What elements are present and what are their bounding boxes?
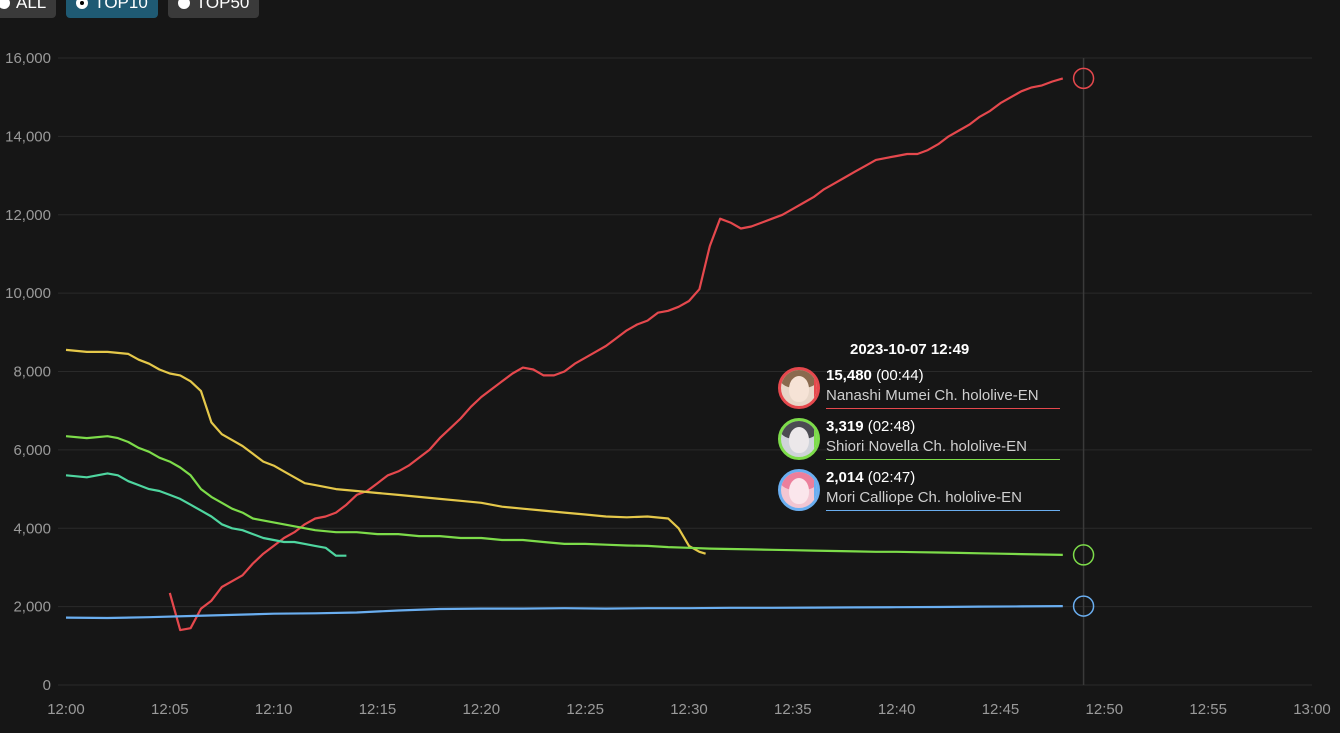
- hover-marker-2: [1072, 544, 1095, 566]
- filter-bar: ALL TOP10 TOP50: [0, 0, 260, 18]
- chart-tooltip: 2023-10-07 12:49 15,480 (00:44) Nanashi M…: [778, 338, 1060, 515]
- y-tick-label: 2,000: [13, 599, 51, 616]
- avatar: [778, 468, 820, 511]
- tooltip-value: 15,480 (00:44): [826, 366, 1060, 386]
- filter-top50-button[interactable]: TOP50: [167, 0, 260, 18]
- filter-label: TOP10: [94, 0, 148, 12]
- series-line-3: [65, 472, 347, 557]
- x-tick-label: 12:25: [566, 701, 604, 718]
- viewer-count: 2,014: [826, 469, 864, 486]
- x-tick-label: 12:20: [463, 701, 501, 718]
- filter-label: ALL: [16, 0, 47, 12]
- y-tick-label: 10,000: [5, 285, 51, 302]
- radio-icon: [177, 0, 190, 9]
- y-tick-label: 4,000: [13, 520, 51, 537]
- x-tick-label: 12:05: [151, 701, 189, 718]
- tooltip-text: 15,480 (00:44) Nanashi Mumei Ch. hololive…: [826, 366, 1060, 409]
- x-tick-label: 12:45: [982, 701, 1020, 718]
- x-tick-label: 12:55: [1189, 701, 1227, 718]
- avatar-face: [789, 375, 809, 402]
- tooltip-row: 15,480 (00:44) Nanashi Mumei Ch. hololive…: [778, 362, 1060, 413]
- radio-icon: [76, 0, 89, 9]
- radio-icon: [0, 0, 10, 9]
- x-tick-label: 12:10: [255, 701, 293, 718]
- y-tick-label: 14,000: [5, 128, 51, 145]
- x-tick-label: 12:00: [47, 701, 85, 718]
- tooltip-row: 3,319 (02:48) Shiori Novella Ch. hololive…: [778, 413, 1060, 464]
- tooltip-value: 3,319 (02:48): [826, 417, 1060, 437]
- hover-marker-0: [1072, 67, 1095, 90]
- avatar: [778, 366, 820, 409]
- x-tick-label: 13:00: [1293, 701, 1331, 718]
- tooltip-text: 3,319 (02:48) Shiori Novella Ch. hololive…: [826, 417, 1060, 460]
- series-line-4: [65, 605, 1063, 620]
- duration: (02:47): [867, 469, 916, 486]
- series-line-2: [65, 435, 1063, 556]
- y-tick-label: 16,000: [5, 50, 51, 67]
- x-tick-label: 12:35: [774, 701, 812, 718]
- y-tick-label: 6,000: [13, 442, 51, 459]
- channel-name: Nanashi Mumei Ch. hololive-EN: [826, 387, 1039, 404]
- avatar: [778, 417, 820, 460]
- y-tick-label: 8,000: [13, 364, 51, 381]
- tooltip-title: 2023-10-07 12:49: [850, 341, 970, 358]
- tooltip-text: 2,014 (02:47) Mori Calliope Ch. hololive-…: [826, 468, 1060, 511]
- series-line-1: [65, 348, 706, 555]
- channel-name: Mori Calliope Ch. hololive-EN: [826, 489, 1022, 506]
- avatar-face: [789, 477, 809, 504]
- filter-all-button[interactable]: ALL: [0, 0, 57, 18]
- y-tick-label: 0: [43, 677, 51, 694]
- avatar-face: [789, 426, 809, 453]
- viewer-count: 3,319: [826, 418, 864, 435]
- tooltip-row: 2,014 (02:47) Mori Calliope Ch. hololive-…: [778, 464, 1060, 515]
- y-tick-label: 12,000: [5, 207, 51, 224]
- x-tick-label: 12:50: [1086, 701, 1124, 718]
- tooltip-value: 2,014 (02:47): [826, 468, 1060, 488]
- filter-top10-button[interactable]: TOP10: [66, 0, 158, 18]
- avatar-accent: [814, 471, 817, 508]
- avatar-accent: [814, 420, 817, 457]
- hover-marker-4: [1072, 595, 1095, 617]
- duration: (02:48): [867, 418, 916, 435]
- series-line-0: [168, 77, 1064, 632]
- viewer-count: 15,480: [826, 367, 872, 384]
- filter-label: TOP50: [195, 0, 250, 12]
- x-tick-label: 12:30: [670, 701, 708, 718]
- channel-name: Shiori Novella Ch. hololive-EN: [826, 438, 1027, 455]
- x-tick-label: 12:15: [359, 701, 397, 718]
- avatar-accent: [814, 369, 817, 406]
- x-tick-label: 12:40: [878, 701, 916, 718]
- duration: (00:44): [876, 367, 924, 384]
